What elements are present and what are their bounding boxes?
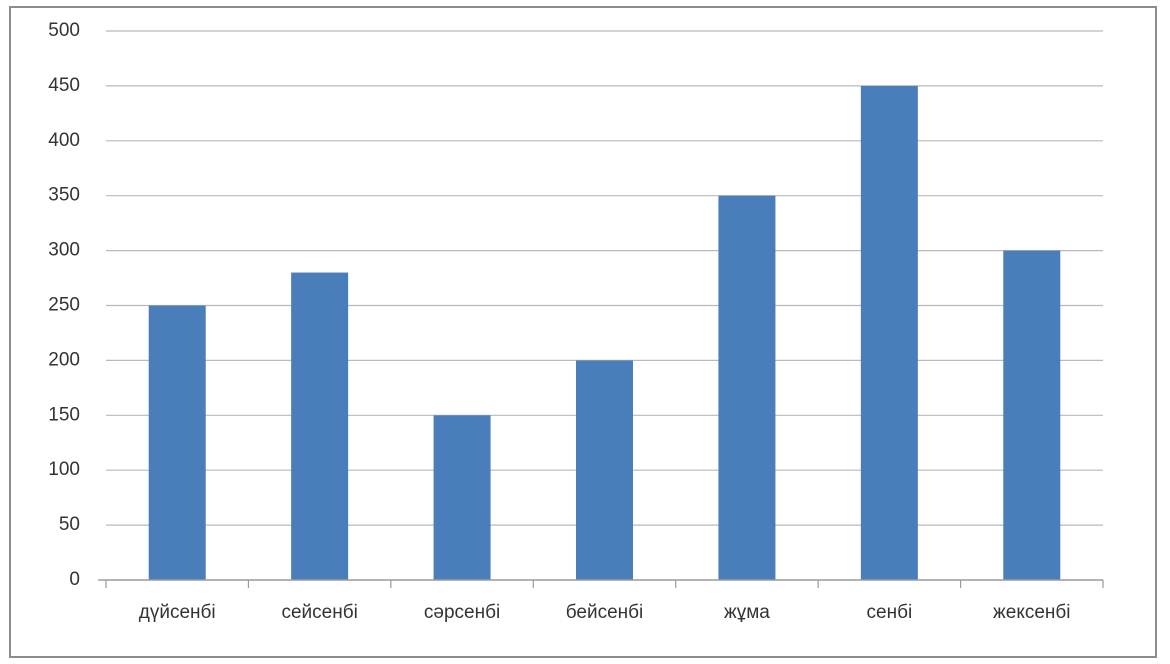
bars — [148, 85, 1061, 581]
bar-4 — [576, 360, 633, 580]
x-tick-label: жексенбі — [993, 602, 1070, 623]
x-tick-label: сейсенбі — [281, 602, 357, 623]
y-tick-label: 450 — [48, 75, 80, 96]
y-tick-label: 200 — [48, 349, 80, 370]
x-tick-label: дүйсенбі — [139, 602, 216, 623]
bar-1 — [148, 305, 206, 580]
bar-3 — [433, 415, 491, 580]
y-tick-label: 250 — [48, 295, 80, 316]
x-axis-ticks: дүйсенбі сейсенбі сәрсенбі бейсенбі жұма сенб… — [139, 602, 1071, 623]
bar-7 — [1003, 250, 1061, 580]
x-tick-label: жұма — [724, 602, 770, 623]
y-tick-label: 400 — [48, 130, 80, 151]
x-axis — [98, 579, 1104, 588]
y-tick-label: 50 — [59, 514, 80, 535]
bar-6 — [860, 85, 918, 581]
y-tick-label: 150 — [48, 404, 80, 425]
y-axis-ticks: 0 50 100 150 200 250 300 350 400 450 500 — [48, 20, 80, 590]
y-tick-label: 300 — [48, 240, 80, 261]
x-tick-label: бейсенбі — [566, 602, 644, 623]
gridlines — [106, 30, 1103, 526]
y-tick-label: 500 — [48, 20, 80, 41]
y-tick-label: 0 — [69, 569, 80, 590]
y-tick-label: 350 — [48, 185, 80, 206]
y-tick-label: 100 — [48, 459, 80, 480]
bar-5 — [718, 195, 776, 580]
x-tick-label: сәрсенбі — [424, 602, 500, 623]
bar-2 — [291, 272, 349, 580]
x-tick-label: сенбі — [867, 602, 913, 623]
